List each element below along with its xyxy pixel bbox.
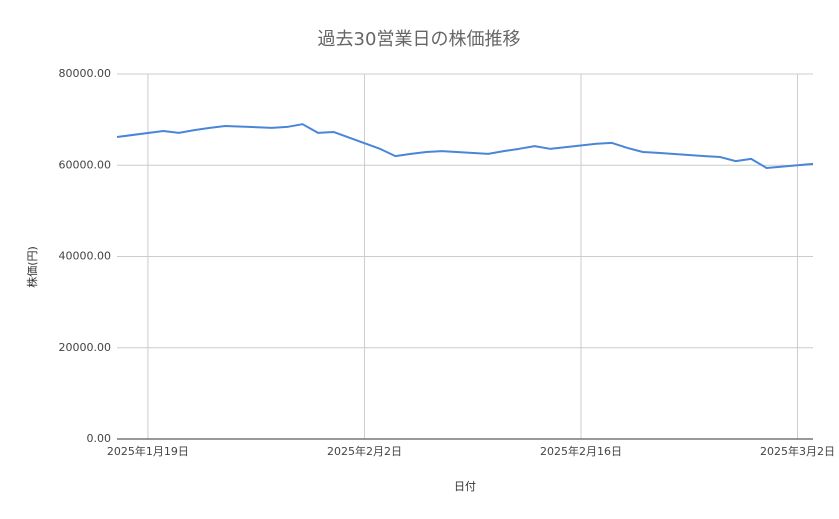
x-tick-label: 2025年1月19日 [107,444,189,458]
y-tick-label: 60000.00 [59,158,112,171]
price-line [116,123,814,169]
x-tick-label: 2025年2月16日 [540,444,622,458]
x-tick-label: 2025年3月2日 [760,444,835,458]
chart-title: 過去30営業日の株価推移 [318,29,521,50]
x-axis-title: 日付 [454,480,476,493]
y-tick-label: 80000.00 [59,67,112,80]
y-tick-label: 40000.00 [59,250,112,263]
x-tick-label: 2025年2月2日 [327,444,402,458]
y-axis-title: 株価(円) [25,246,39,288]
y-tick-label: 20000.00 [59,341,112,354]
y-tick-label: 0.00 [87,432,112,445]
